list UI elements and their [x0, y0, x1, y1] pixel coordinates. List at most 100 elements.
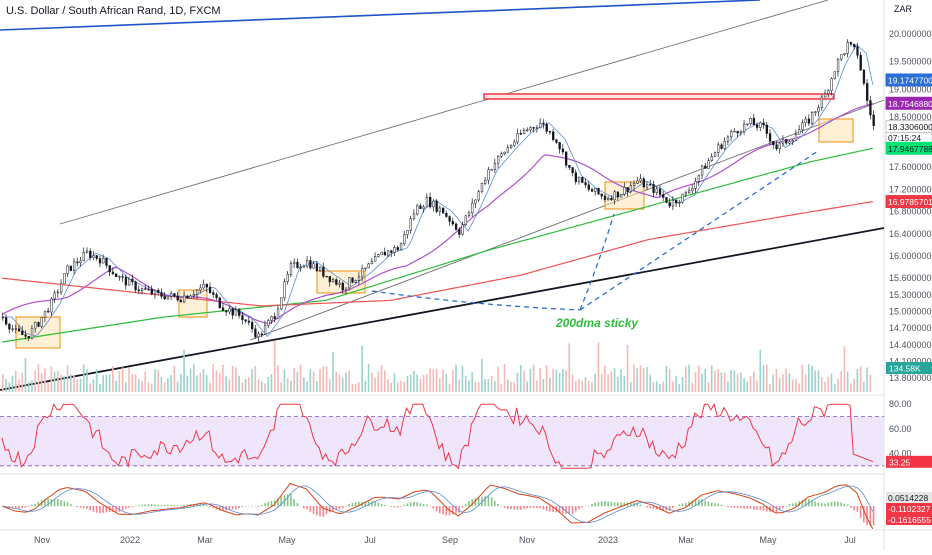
candle-body: [170, 294, 172, 297]
volume-bar: [316, 381, 318, 392]
price-tick: 16.4000000: [889, 229, 932, 239]
volume-bar: [691, 383, 693, 392]
volume-bar: [60, 375, 62, 392]
volume-bar: [93, 380, 95, 392]
support-trendline: [0, 228, 884, 390]
candle-body: [840, 55, 842, 59]
volume-bar: [157, 370, 159, 392]
macd-histogram-bar: [462, 506, 464, 508]
candle-body: [743, 124, 745, 132]
candle-body: [766, 125, 768, 134]
volume-bar: [119, 371, 121, 392]
volume-bar: [433, 369, 435, 392]
volume-bar: [365, 381, 367, 392]
macd-signal-line: [2, 486, 873, 523]
macd-histogram-bar: [465, 504, 467, 507]
macd-histogram-bar: [174, 505, 176, 506]
volume-bar: [543, 379, 545, 392]
candle-body: [306, 261, 308, 267]
candle-body: [161, 292, 163, 296]
macd-histogram-bar: [83, 506, 85, 508]
price-tick: 17.6000000: [889, 162, 932, 172]
time-tick: Mar: [197, 535, 213, 545]
candle-body: [64, 273, 66, 283]
volume-bar: [242, 382, 244, 392]
macd-histogram-bar: [242, 506, 244, 507]
macd-histogram-bar: [397, 506, 399, 508]
candle-body: [15, 329, 17, 330]
candle-body: [277, 309, 279, 319]
candle-body: [76, 262, 78, 263]
candle-body: [727, 137, 729, 141]
volume-bar: [348, 371, 350, 392]
macd-histogram-bar: [588, 506, 590, 507]
candle-body: [2, 317, 4, 318]
volume-bar: [245, 379, 247, 392]
candle-body: [750, 118, 752, 124]
macd-histogram-bar: [601, 501, 603, 506]
volume-bar: [190, 368, 192, 392]
candle-body: [679, 202, 681, 203]
volume-bar: [161, 377, 163, 392]
macd-histogram-bar: [840, 502, 842, 506]
macd-histogram-bar: [653, 506, 655, 509]
annotation-arrow: [580, 214, 614, 310]
candle-body: [439, 208, 441, 212]
macd-histogram-bar: [782, 506, 784, 508]
macd-histogram-bar: [704, 501, 706, 507]
macd-histogram-bar: [753, 506, 755, 509]
volume-bar: [287, 378, 289, 392]
candle-body: [782, 139, 784, 143]
macd-histogram-bar: [21, 506, 23, 508]
volume-bar: [834, 384, 836, 392]
volume-bar: [326, 366, 328, 392]
volume-bar: [25, 358, 27, 392]
volume-bar: [76, 379, 78, 392]
candle-body: [423, 207, 425, 209]
volume-bar: [436, 369, 438, 392]
volume-bar: [727, 381, 729, 392]
candle-body: [484, 180, 486, 183]
volume-bar: [465, 376, 467, 392]
volume-bar: [611, 371, 613, 392]
macd-histogram-bar: [507, 506, 509, 509]
rsi-tick: 60.00: [889, 424, 912, 434]
candle-body: [698, 175, 700, 181]
volume-bar: [588, 380, 590, 392]
macd-histogram-bar: [536, 506, 538, 508]
macd-histogram-bar: [93, 506, 95, 512]
macd-histogram-bar: [513, 506, 515, 509]
macd-histogram-bar: [235, 506, 237, 509]
candle-body: [193, 294, 195, 295]
volume-bar: [180, 374, 182, 392]
volume-bar: [112, 366, 114, 392]
volume-bar: [403, 382, 405, 392]
candle-body: [112, 272, 114, 274]
lower-channel-line: [250, 100, 884, 340]
volume-bar: [488, 379, 490, 392]
candle-body: [70, 266, 72, 271]
candle-body: [348, 278, 350, 288]
macd-histogram-bar: [834, 502, 836, 507]
candle-body: [31, 328, 33, 338]
candle-body: [504, 152, 506, 154]
time-tick: Jul: [364, 535, 376, 545]
candle-body: [436, 201, 438, 211]
candle-body: [12, 329, 14, 330]
volume-bar: [303, 377, 305, 392]
candle-body: [591, 189, 593, 191]
macd-histogram-bar: [122, 506, 124, 510]
candle-body: [251, 322, 253, 329]
macd-histogram-bar: [591, 504, 593, 506]
candle-body: [358, 277, 360, 280]
volume-bar: [504, 364, 506, 392]
macd-histogram-bar: [119, 506, 121, 512]
macd-histogram-bar: [57, 499, 59, 506]
volume-bar: [358, 382, 360, 392]
volume-bar: [617, 377, 619, 392]
macd-histogram-bar: [711, 503, 713, 507]
volume-bar: [44, 369, 46, 392]
candle-body: [669, 202, 671, 206]
candle-body: [144, 289, 146, 290]
